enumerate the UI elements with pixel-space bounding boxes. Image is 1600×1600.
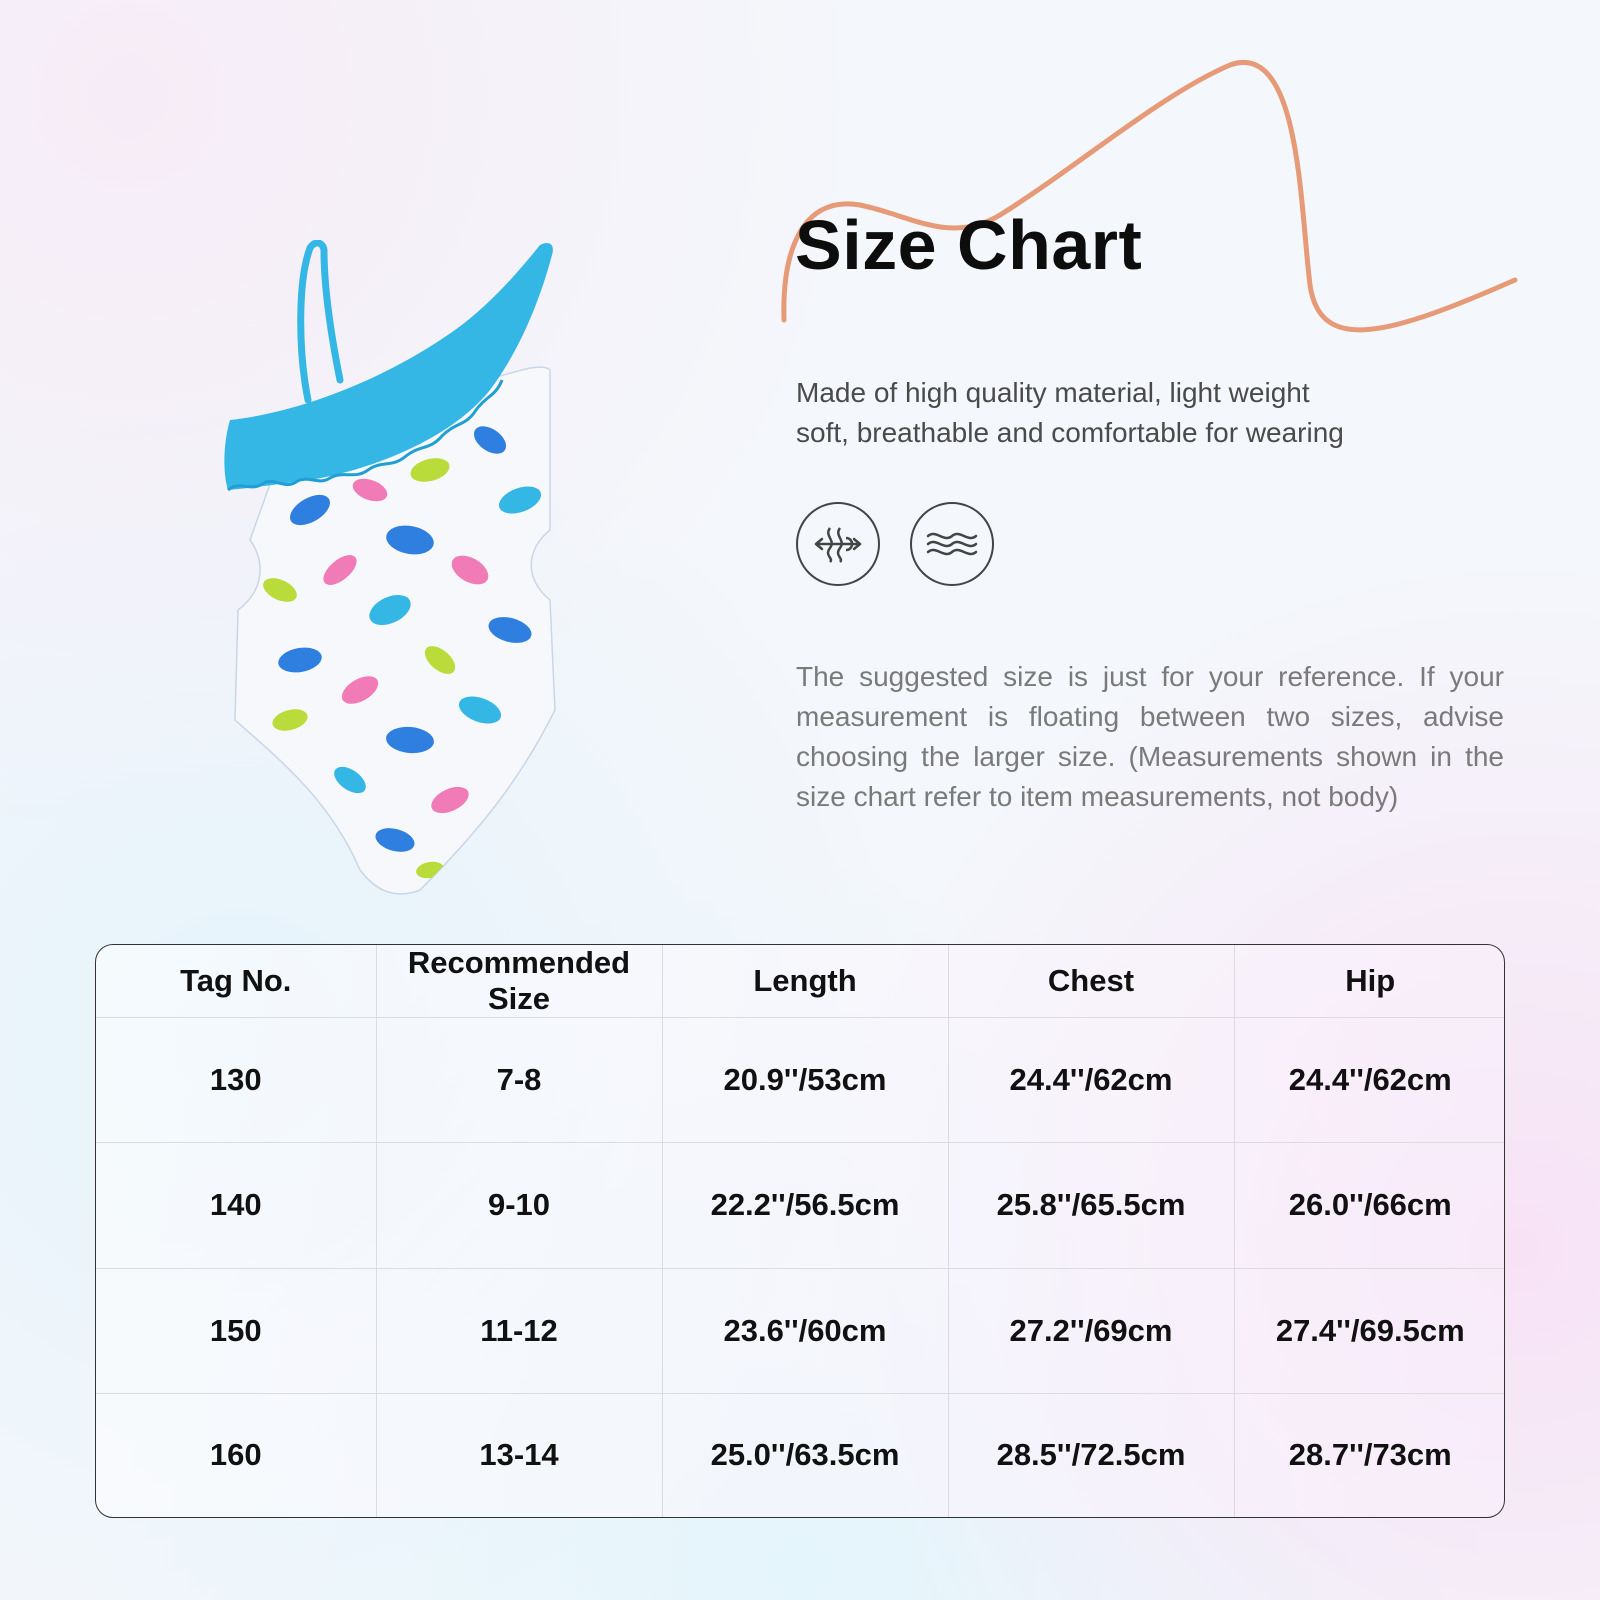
material-line-2: soft, breathable and comfortable for wea… [796,417,1344,448]
size-note: The suggested size is just for your refe… [796,661,1504,812]
feature-icons [796,502,994,586]
cell-length: 25.0''/63.5cm [662,1393,949,1517]
breathable-icon [796,502,880,586]
cell-recommended-size: 9-10 [376,1142,663,1269]
soft-wave-icon [910,502,994,586]
cell-hip: 26.0''/66cm [1234,1142,1504,1269]
header-hip: Hip [1234,945,1504,1018]
cell-length: 22.2''/56.5cm [662,1142,949,1269]
cell-length: 23.6''/60cm [662,1268,949,1394]
header-recommended-size: Recommended Size [376,945,663,1018]
cell-length: 20.9''/53cm [662,1017,949,1144]
cell-recommended-size: 13-14 [376,1393,663,1517]
header-length: Length [662,945,949,1018]
cell-recommended-size: 11-12 [376,1268,663,1394]
cell-recommended-size: 7-8 [376,1017,663,1144]
page-title: Size Chart [795,206,1143,284]
material-line-1: Made of high quality material, light wei… [796,377,1310,408]
cell-chest: 24.4''/62cm [948,1017,1235,1144]
cell-chest: 27.2''/69cm [948,1268,1235,1394]
table-row: 150 11-12 23.6''/60cm 27.2''/69cm 27.4''… [96,1268,1504,1394]
header-chest: Chest [948,945,1235,1018]
header-tag-no: Tag No. [96,945,377,1018]
cell-chest: 28.5''/72.5cm [948,1393,1235,1517]
size-chart-table: Tag No. Recommended Size Length Chest Hi… [96,945,1504,1517]
table-header-row: Tag No. Recommended Size Length Chest Hi… [96,945,1504,1018]
cell-tag-no: 140 [96,1142,377,1269]
cell-chest: 25.8''/65.5cm [948,1142,1235,1269]
cell-tag-no: 150 [96,1268,377,1394]
cell-hip: 28.7''/73cm [1288,1437,1452,1473]
swimsuit-image [224,240,556,895]
size-table: Tag No. Recommended Size Length Chest Hi… [95,944,1505,1518]
cell-hip: 27.4''/69.5cm [1234,1268,1504,1394]
table-row: 130 7-8 20.9''/53cm 24.4''/62cm 24.4''/6… [96,1017,1504,1144]
cell-tag-no: 160 [96,1393,377,1517]
table-row: 140 9-10 22.2''/56.5cm 25.8''/65.5cm 26.… [96,1142,1504,1269]
cell-tag-no: 130 [96,1017,377,1144]
material-description: Made of high quality material, light wei… [796,373,1436,453]
cell-hip: 24.4''/62cm [1234,1017,1504,1144]
decorative-swirl [781,60,1518,333]
table-row: 160 13-14 25.0''/63.5cm 28.5''/72.5cm 28… [96,1393,1504,1517]
